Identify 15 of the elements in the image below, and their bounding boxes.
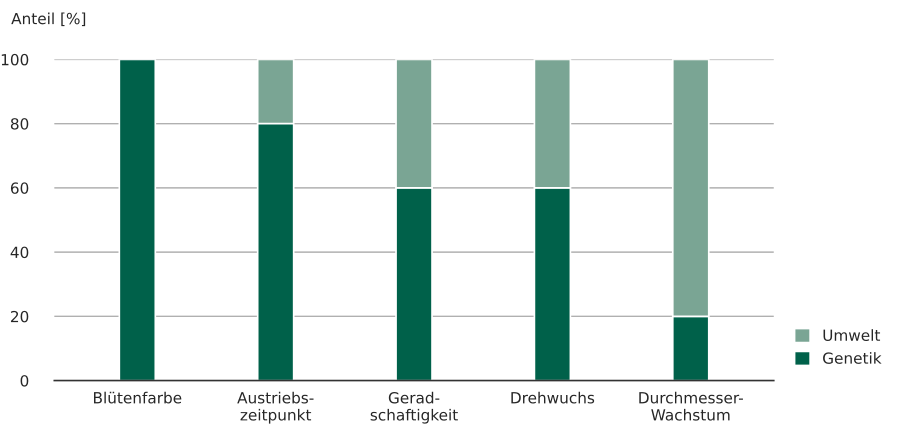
legend-label: Umwelt	[824, 329, 880, 342]
y-axis-title: Anteil [%]	[11, 12, 86, 26]
legend-label: Genetik	[823, 352, 882, 364]
x-tick-label: Austriebs- zeitpunkt	[237, 392, 314, 424]
x-tick-label: Durchmesser- Wachstum	[639, 392, 743, 421]
y-tick-label: 20	[10, 310, 28, 322]
bar	[118, 59, 156, 381]
x-tick-label: Blütenfarbe	[94, 392, 182, 404]
y-tick-label: 40	[10, 246, 28, 258]
y-tick-label: 100	[2, 54, 28, 66]
y-tick-label: 80	[10, 118, 28, 130]
x-tick-label: Gerad- schaftigkeit	[370, 392, 458, 424]
y-tick-label: 0	[20, 375, 28, 387]
x-tick-label: Drehwuchs	[511, 392, 594, 404]
y-tick-label: 60	[10, 182, 28, 194]
